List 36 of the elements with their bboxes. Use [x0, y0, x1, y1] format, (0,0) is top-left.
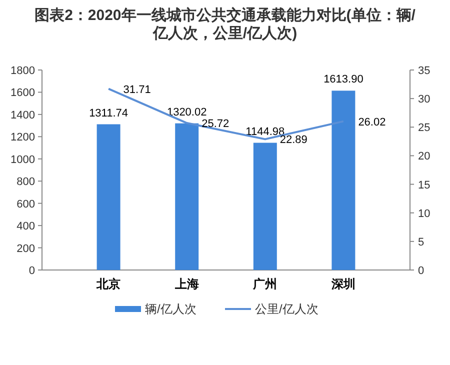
legend-label: 辆/亿人次 — [145, 302, 196, 316]
text: 25.72 — [202, 118, 230, 130]
x-tick-label: 北京 — [96, 277, 121, 291]
text: 1320.02 — [166, 106, 207, 118]
y2-tick-label: 0 — [418, 265, 424, 277]
text: 1613.90 — [324, 74, 364, 86]
text: 22.89 — [280, 134, 308, 146]
y-tick-label: 0 — [28, 265, 35, 277]
y-tick-label: 1000 — [10, 154, 35, 166]
bar — [96, 124, 120, 270]
y-tick-label: 1600 — [10, 87, 35, 100]
y2-tick-label: 35 — [418, 65, 430, 77]
y-tick-label: 600 — [16, 198, 35, 210]
x-tick-label: 广州 — [252, 277, 278, 291]
text: 31.71 — [123, 84, 151, 96]
y-tick-label: 1200 — [10, 132, 35, 144]
bar — [332, 90, 356, 270]
x-tick-label: 上海 — [174, 277, 199, 291]
legend-label: 公里/亿人次 — [255, 302, 318, 316]
y-tick-label: 1800 — [10, 65, 35, 77]
bar — [253, 142, 277, 270]
y2-tick-label: 5 — [418, 236, 424, 248]
y2-tick-label: 20 — [418, 150, 430, 163]
y2-tick-label: 25 — [418, 122, 430, 134]
y2-tick-label: 10 — [418, 208, 430, 220]
y2-tick-label: 30 — [418, 94, 430, 106]
y-tick-label: 1400 — [10, 109, 35, 122]
y-tick-label: 800 — [16, 176, 35, 188]
text: 26.02 — [358, 116, 386, 128]
text: 1311.74 — [89, 107, 128, 120]
chart-title: 图表2：2020年一线城市公共交通承载能力对比(单位：辆/亿人次，公里/亿人次) — [34, 6, 416, 42]
y-tick-label: 400 — [16, 220, 35, 233]
y-tick-label: 200 — [16, 242, 35, 255]
y2-tick-label: 15 — [418, 179, 430, 192]
bar — [175, 123, 199, 270]
x-tick-label: 深圳 — [330, 277, 356, 291]
